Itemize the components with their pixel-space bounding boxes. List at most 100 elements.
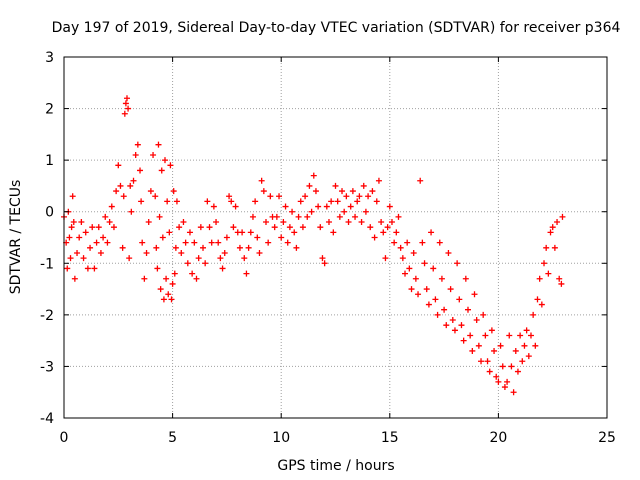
- data-point-plus: [367, 224, 374, 231]
- data-point-plus: [499, 363, 506, 370]
- data-point-plus: [223, 234, 230, 241]
- data-point-plus: [497, 342, 504, 349]
- data-point-plus: [239, 229, 246, 236]
- data-point-plus: [386, 203, 393, 210]
- data-point-plus: [291, 229, 298, 236]
- data-point-plus: [74, 249, 81, 256]
- data-point-plus: [558, 280, 565, 287]
- data-point-plus: [289, 208, 296, 215]
- data-point-plus: [132, 151, 139, 158]
- data-point-plus: [406, 265, 413, 272]
- data-point-plus: [345, 219, 352, 226]
- data-point-plus: [120, 193, 127, 200]
- data-point-plus: [358, 219, 365, 226]
- data-point-plus: [171, 270, 178, 277]
- data-point-plus: [139, 239, 146, 246]
- data-point-plus: [556, 275, 563, 282]
- data-point-plus: [302, 193, 309, 200]
- data-point-plus: [121, 110, 128, 117]
- data-point-plus: [493, 373, 500, 380]
- data-point-plus: [193, 275, 200, 282]
- data-point-plus: [262, 219, 269, 226]
- data-point-plus: [456, 296, 463, 303]
- data-point-plus: [159, 234, 166, 241]
- x-tick-label: 5: [168, 430, 177, 446]
- y-tick-label: -4: [40, 411, 54, 427]
- data-point-plus: [312, 188, 319, 195]
- data-point-plus: [430, 265, 437, 272]
- data-point-plus: [443, 322, 450, 329]
- data-point-plus: [69, 193, 76, 200]
- data-point-plus: [184, 260, 191, 267]
- data-point-plus: [125, 105, 132, 112]
- data-point-plus: [325, 219, 332, 226]
- data-point-plus: [280, 219, 287, 226]
- data-point-plus: [164, 198, 171, 205]
- data-point-plus: [104, 239, 111, 246]
- data-point-plus: [482, 332, 489, 339]
- data-point-plus: [241, 255, 248, 262]
- data-point-plus: [317, 224, 324, 231]
- data-point-plus: [491, 347, 498, 354]
- data-point-plus: [170, 188, 177, 195]
- data-point-plus: [488, 327, 495, 334]
- data-point-plus: [178, 249, 185, 256]
- data-point-plus: [299, 224, 306, 231]
- data-point-plus: [182, 239, 189, 246]
- data-point-plus: [428, 229, 435, 236]
- data-point-plus: [484, 358, 491, 365]
- data-point-plus: [267, 193, 274, 200]
- data-point-plus: [523, 327, 530, 334]
- data-point-plus: [467, 332, 474, 339]
- data-point-plus: [417, 177, 424, 184]
- y-tick-label: -3: [40, 359, 54, 375]
- data-point-plus: [547, 229, 554, 236]
- data-point-plus: [512, 347, 519, 354]
- y-tick-label: -1: [40, 256, 54, 272]
- data-point-plus: [173, 198, 180, 205]
- data-point-plus: [260, 188, 267, 195]
- chart-title: Day 197 of 2019, Sidereal Day-to-day VTE…: [52, 20, 621, 36]
- data-point-plus: [458, 322, 465, 329]
- data-point-plus: [434, 311, 441, 318]
- data-point-plus: [336, 213, 343, 220]
- data-point-plus: [328, 198, 335, 205]
- data-point-plus: [123, 95, 130, 102]
- data-point-plus: [210, 203, 217, 210]
- data-point-plus: [71, 275, 78, 282]
- data-point-plus: [441, 306, 448, 313]
- data-point-plus: [549, 224, 556, 231]
- data-point-plus: [308, 208, 315, 215]
- data-point-plus: [323, 203, 330, 210]
- data-point-plus: [475, 342, 482, 349]
- data-point-plus: [460, 337, 467, 344]
- data-point-plus: [153, 244, 160, 251]
- data-point-plus: [167, 162, 174, 169]
- data-point-plus: [258, 177, 265, 184]
- data-point-plus: [438, 275, 445, 282]
- y-axis-label: SDTVAR / TECUs: [8, 180, 24, 295]
- data-point-plus: [534, 296, 541, 303]
- data-point-plus: [530, 311, 537, 318]
- data-point-plus: [504, 378, 511, 385]
- data-point-plus: [176, 224, 183, 231]
- data-point-plus: [215, 239, 222, 246]
- data-point-plus: [126, 255, 133, 262]
- data-point-plus: [282, 203, 289, 210]
- data-point-plus: [334, 198, 341, 205]
- data-point-plus: [165, 291, 172, 298]
- data-point-plus: [213, 219, 220, 226]
- data-point-plus: [362, 208, 369, 215]
- data-point-plus: [410, 249, 417, 256]
- data-point-plus: [219, 265, 226, 272]
- data-point-plus: [102, 213, 109, 220]
- data-point-plus: [87, 244, 94, 251]
- data-point-plus: [163, 275, 170, 282]
- plot-frame: [63, 56, 608, 419]
- data-point-plus: [158, 167, 165, 174]
- data-point-plus: [471, 291, 478, 298]
- data-point-plus: [332, 182, 339, 189]
- data-point-plus: [208, 239, 215, 246]
- data-point-plus: [67, 255, 74, 262]
